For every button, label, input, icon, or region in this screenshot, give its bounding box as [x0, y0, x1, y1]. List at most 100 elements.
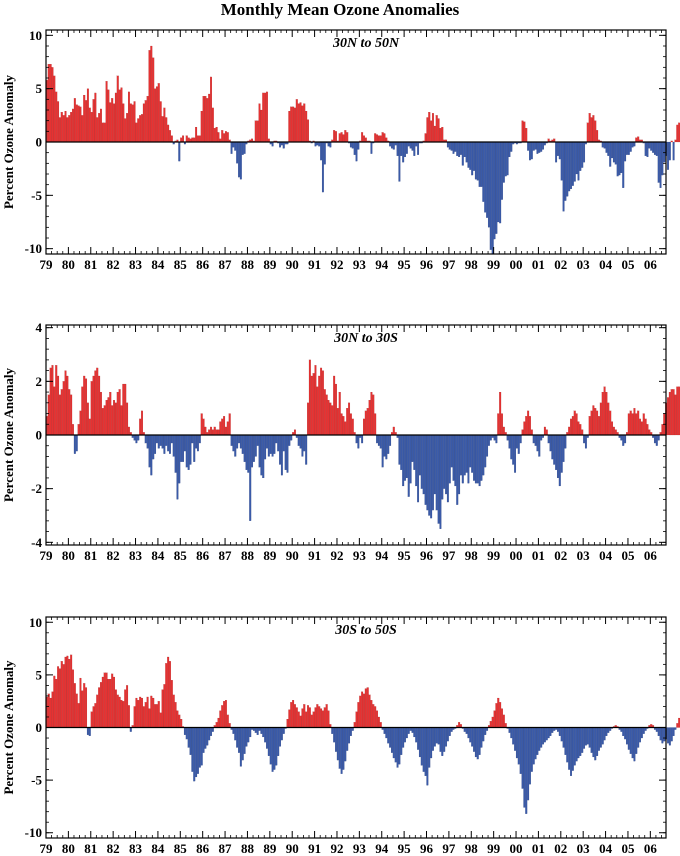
data-bar	[577, 727, 580, 759]
data-bar	[58, 668, 61, 728]
data-bar	[400, 434, 403, 470]
data-bar	[614, 429, 617, 436]
data-bar	[66, 375, 69, 436]
data-bar	[571, 727, 574, 771]
data-bar	[266, 91, 268, 143]
data-bar	[329, 402, 332, 436]
x-tick-label: 06	[644, 257, 658, 272]
x-tick-label: 93	[353, 257, 367, 272]
x-tick-label: 84	[151, 548, 165, 563]
data-bar	[223, 701, 226, 728]
x-tick-label: 88	[241, 257, 255, 272]
data-bar	[514, 434, 517, 473]
data-bar	[450, 141, 453, 151]
data-bar	[323, 707, 326, 728]
data-bar	[639, 727, 641, 743]
data-bar	[206, 727, 209, 746]
data-bar	[223, 133, 226, 143]
data-bar	[385, 137, 388, 143]
data-bar	[521, 120, 524, 143]
data-bar	[53, 675, 56, 728]
data-bar	[232, 727, 235, 734]
data-bar	[420, 727, 423, 766]
x-tick-label: 94	[375, 548, 389, 563]
data-bar	[83, 94, 86, 143]
data-bar	[478, 434, 481, 487]
data-bar	[275, 727, 278, 766]
data-bar	[58, 117, 61, 143]
data-bar	[583, 727, 586, 749]
data-bar	[258, 103, 261, 143]
data-bar	[286, 719, 289, 728]
data-bar	[185, 434, 188, 468]
data-bar	[564, 141, 567, 201]
data-bar	[502, 141, 505, 183]
data-bar	[547, 434, 550, 444]
data-bar	[363, 135, 365, 143]
data-bar	[51, 691, 54, 728]
data-bar	[325, 394, 328, 436]
data-bar	[94, 370, 97, 436]
x-tick-label: 82	[107, 841, 120, 856]
data-bar	[66, 655, 69, 728]
data-bar	[197, 135, 199, 143]
data-bar	[653, 141, 656, 155]
data-bar	[596, 727, 599, 756]
data-bar	[402, 727, 405, 748]
data-bar	[467, 727, 470, 739]
data-bar	[627, 413, 630, 436]
data-bar	[579, 141, 582, 171]
data-bar	[154, 704, 157, 728]
x-tick-label: 81	[84, 841, 97, 856]
y-tick-label: 5	[36, 81, 43, 96]
data-bar	[280, 434, 283, 476]
data-bar	[482, 727, 485, 742]
data-bar	[562, 727, 565, 748]
data-bar	[555, 434, 558, 470]
data-bar	[637, 136, 640, 143]
data-bar	[473, 727, 475, 752]
data-bar	[327, 400, 330, 436]
data-bar	[657, 141, 660, 183]
data-bar	[523, 727, 526, 808]
data-bar	[62, 115, 65, 143]
data-bar	[445, 727, 448, 747]
data-bar	[497, 413, 500, 436]
data-bar	[448, 727, 451, 736]
x-tick-label: 95	[398, 257, 412, 272]
x-tick-label: 92	[330, 257, 343, 272]
data-bar	[583, 141, 586, 163]
data-bar	[417, 141, 420, 155]
data-bar	[206, 98, 209, 143]
data-bar	[75, 104, 78, 143]
data-bar	[197, 727, 199, 774]
data-bar	[672, 727, 675, 736]
data-bar	[439, 434, 442, 529]
data-bar	[495, 703, 498, 728]
data-bar	[357, 434, 360, 449]
data-bar	[631, 413, 634, 436]
data-bar	[663, 141, 666, 163]
data-bar	[303, 434, 306, 452]
x-tick-label: 99	[487, 257, 501, 272]
data-bar	[64, 656, 67, 728]
data-bar	[215, 722, 218, 728]
data-bar	[590, 410, 593, 436]
data-bar	[504, 141, 507, 177]
data-bar	[161, 116, 164, 143]
data-bar	[170, 434, 173, 444]
data-bar	[644, 418, 647, 436]
data-bar	[176, 434, 179, 500]
x-tick-label: 06	[644, 841, 658, 856]
data-bar	[458, 722, 461, 728]
data-bar	[90, 112, 93, 143]
data-bar	[150, 695, 153, 728]
data-bar	[411, 434, 414, 462]
data-bar	[437, 434, 440, 524]
data-bar	[486, 434, 489, 457]
data-bar	[501, 413, 503, 436]
data-bar	[349, 413, 352, 436]
x-tick-label: 83	[129, 841, 143, 856]
data-bar	[150, 434, 153, 476]
data-bar	[607, 727, 610, 733]
